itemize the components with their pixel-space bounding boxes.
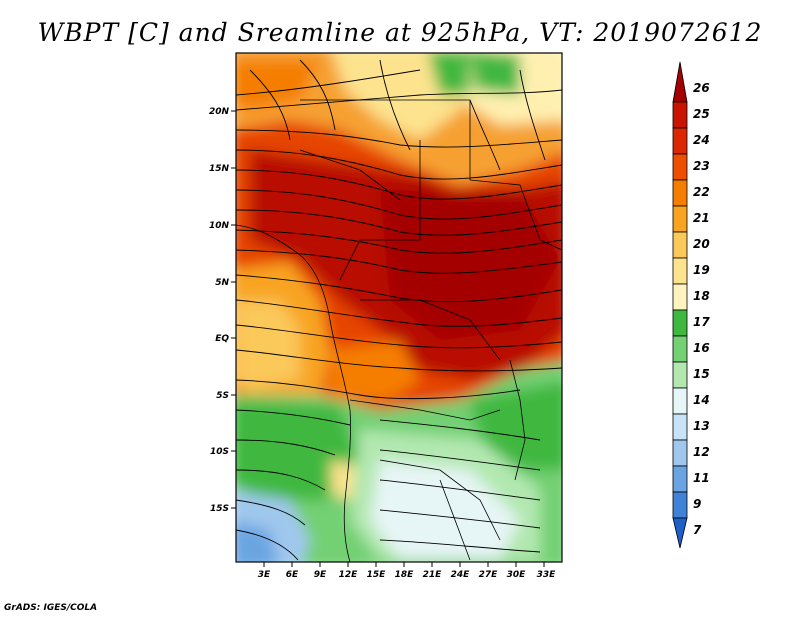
lon-tick-label: 33E	[537, 570, 557, 580]
colorbar-label: 14	[693, 393, 710, 407]
lon-tick-label: 3E	[258, 570, 271, 580]
lat-tick-label: 5N	[215, 278, 229, 288]
colorbar-label: 24	[693, 133, 710, 147]
colorbar-label: 22	[693, 185, 710, 199]
colorbar-swatch	[672, 413, 688, 441]
colorbar-swatch	[672, 491, 688, 519]
colorbar-swatch	[672, 309, 688, 337]
colorbar-label: 21	[693, 211, 710, 225]
lon-tick-label: 9E	[314, 570, 327, 580]
colorbar-swatch	[672, 283, 688, 311]
lat-tick-label: 20N	[209, 107, 230, 117]
lat-tick-label: 10N	[209, 221, 230, 231]
colorbar-label: 19	[693, 263, 710, 277]
lon-tick-label: 30E	[507, 570, 527, 580]
colorbar-label: 15	[693, 367, 710, 381]
lon-tick-labels: 3E 6E 9E 12E 15E 18E 21E 24E 27E 30E 33E	[258, 570, 556, 580]
lon-tick-label: 18E	[395, 570, 415, 580]
wbpt-field	[236, 53, 562, 562]
lon-tick-label: 6E	[286, 570, 299, 580]
lon-tick-label: 24E	[451, 570, 471, 580]
lon-tick-label: 12E	[339, 570, 359, 580]
lat-tick-label: EQ	[215, 334, 229, 344]
colorbar-swatch	[672, 387, 688, 415]
lat-tick-label: 15S	[210, 504, 229, 514]
lat-tick-labels: 20N 15N 10N 5N EQ 5S 10S 15S	[209, 107, 230, 514]
colorbar-label: 26	[693, 81, 710, 95]
colorbar-swatch	[672, 361, 688, 389]
lon-tick-label: 27E	[479, 570, 499, 580]
colorbar-label: 13	[693, 419, 710, 433]
lon-tick-label: 21E	[423, 570, 443, 580]
colorbar-label: 17	[693, 315, 710, 329]
colorbar-label: 11	[693, 471, 710, 485]
colorbar-swatch	[672, 439, 688, 467]
streamlines	[236, 59, 562, 561]
colorbar-swatch	[672, 61, 688, 103]
colorbar-label: 20	[693, 237, 710, 251]
lat-tick-label: 10S	[210, 447, 229, 457]
map-frame	[235, 52, 563, 563]
map-title: WBPT [C] and Sreamline at 925hPa, VT: 20…	[37, 18, 763, 47]
colorbar-swatch	[672, 335, 688, 363]
axis-ticks	[231, 110, 545, 567]
colorbar-swatch	[672, 257, 688, 285]
lat-tick-label: 15N	[209, 164, 230, 174]
lat-tick-label: 5S	[216, 391, 229, 401]
country-borders	[236, 99, 562, 562]
lon-tick-label: 15E	[367, 570, 387, 580]
colorbar-swatch	[672, 205, 688, 233]
software-credit: GrADS: IGES/COLA	[4, 603, 98, 613]
colorbar-swatch	[672, 127, 688, 155]
colorbar-label: 23	[693, 159, 710, 173]
colorbar-label: 7	[693, 523, 702, 537]
colorbar-swatch	[672, 465, 688, 493]
colorbar-swatch	[672, 517, 688, 549]
colorbar: 26 25 24 23 22 21 20 19 18 17 16 15 14 13 12 11 9 7	[672, 61, 710, 549]
colorbar-label: 16	[693, 341, 710, 355]
colorbar-swatch	[672, 179, 688, 207]
colorbar-label: 25	[693, 107, 710, 121]
colorbar-swatch	[672, 231, 688, 259]
colorbar-label: 12	[693, 445, 710, 459]
colorbar-swatch	[672, 153, 688, 181]
colorbar-swatch	[672, 101, 688, 129]
colorbar-label: 18	[693, 289, 710, 303]
colorbar-label: 9	[693, 497, 701, 511]
